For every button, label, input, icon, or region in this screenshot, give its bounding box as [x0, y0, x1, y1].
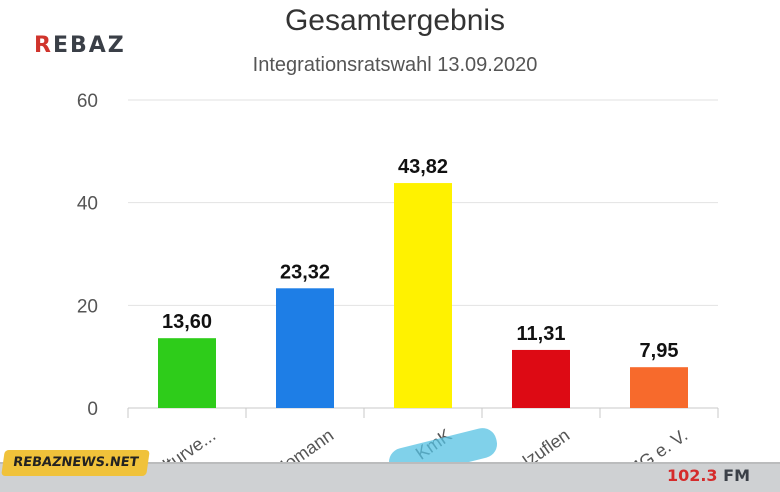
- y-tick-label: 60: [77, 91, 98, 112]
- bar: [276, 288, 334, 408]
- y-tick-label: 20: [77, 296, 98, 317]
- bars: 13,60 23,32 43,82 11,31 7,95: [158, 156, 688, 408]
- chart-subtitle: Integrationsratswahl 13.09.2020: [253, 54, 538, 76]
- logo-initial: R: [34, 33, 53, 58]
- bar: [158, 338, 216, 408]
- chart-title: Gesamtergebnis: [285, 4, 505, 37]
- y-tick-label: 40: [77, 194, 98, 215]
- y-axis: 0 20 40 60: [77, 91, 98, 420]
- data-label: 23,32: [280, 261, 330, 283]
- rebaz-logo: REBAZ: [34, 33, 126, 58]
- bar: [630, 367, 688, 408]
- radio-freq: 102.3: [666, 466, 718, 485]
- bar: [512, 349, 570, 408]
- radio-unit: FM: [723, 466, 750, 485]
- data-label: 43,82: [398, 156, 448, 178]
- y-tick-label: 0: [87, 399, 98, 420]
- data-label: 13,60: [162, 311, 212, 333]
- data-label: 7,95: [640, 340, 679, 362]
- site-tag: REBAZNEWS.NET: [1, 450, 151, 476]
- logo-rest: EBAZ: [52, 33, 126, 58]
- radio-frequency: 102.3 FM: [667, 466, 750, 485]
- bar: [394, 183, 452, 408]
- data-label: 11,31: [517, 323, 566, 345]
